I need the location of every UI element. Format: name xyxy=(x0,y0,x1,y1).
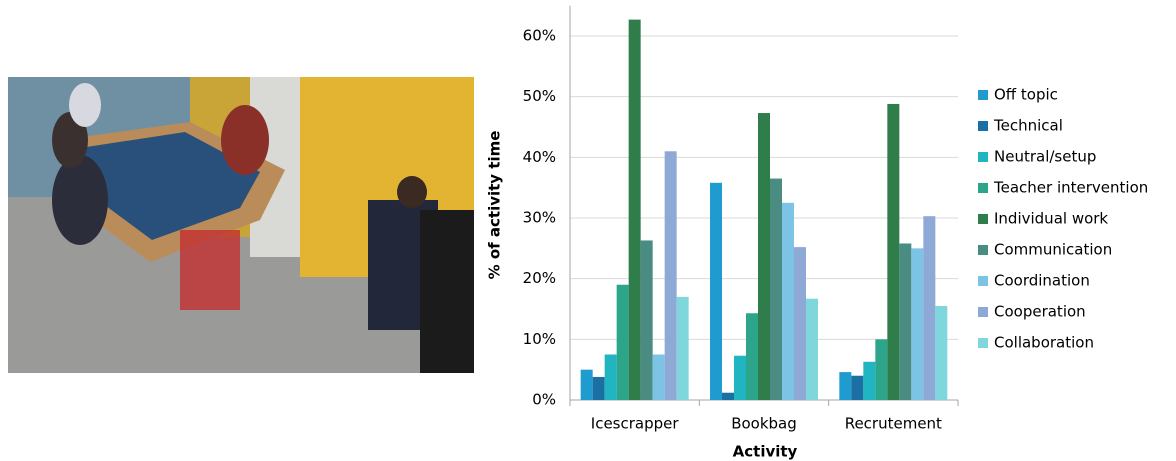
bar xyxy=(604,354,617,400)
bar xyxy=(839,372,852,400)
bar xyxy=(806,298,818,400)
plot-area: 0% 10% 20% 30% 40% 50% 60% Icescrapper Bookbag Re… xyxy=(523,5,1148,433)
x-tick-label: Recrutement xyxy=(845,415,942,433)
legend-swatch xyxy=(978,245,988,255)
y-tick-label: 20% xyxy=(523,269,556,287)
bar xyxy=(664,151,677,400)
bar xyxy=(875,339,888,400)
legend-swatch xyxy=(978,276,988,286)
legend-label: Teacher intervention xyxy=(993,179,1148,197)
bar xyxy=(640,240,653,400)
legend-swatch xyxy=(978,121,988,131)
x-axis-label: Activity xyxy=(733,443,798,461)
legend-label: Collaboration xyxy=(994,334,1094,352)
y-tick-label: 0% xyxy=(532,391,556,409)
legend-label: Coordination xyxy=(994,272,1090,290)
bar xyxy=(676,296,689,400)
bar xyxy=(758,113,770,401)
y-tick-label: 30% xyxy=(523,209,556,227)
bar xyxy=(923,216,936,400)
classroom-photo xyxy=(8,77,474,373)
bar xyxy=(911,248,924,400)
bar xyxy=(734,355,746,400)
legend-swatch xyxy=(978,338,988,348)
legend-swatch xyxy=(978,214,988,224)
bar xyxy=(863,361,876,400)
bar xyxy=(592,376,605,400)
legend-swatch xyxy=(978,307,988,317)
bar xyxy=(899,243,912,400)
legend-label: Communication xyxy=(994,241,1112,259)
bar xyxy=(770,178,782,400)
bar xyxy=(935,305,948,400)
y-tick-label: 50% xyxy=(523,87,556,105)
legend-swatch xyxy=(978,183,988,193)
legend-label: Off topic xyxy=(994,86,1058,104)
bar xyxy=(887,103,900,401)
legend-label: Neutral/setup xyxy=(994,148,1096,166)
legend-swatch xyxy=(978,152,988,162)
x-tick-label: Bookbag xyxy=(731,415,797,433)
bar xyxy=(782,202,794,400)
bar xyxy=(794,247,806,400)
bar xyxy=(710,182,722,400)
y-tick-label: 10% xyxy=(523,330,556,348)
legend-label: Technical xyxy=(993,117,1063,135)
legend-label: Individual work xyxy=(994,210,1108,228)
x-tick-label: Icescrapper xyxy=(591,415,680,433)
bar xyxy=(851,375,864,400)
bar xyxy=(746,313,758,400)
bar xyxy=(722,392,734,400)
bar xyxy=(616,284,629,400)
legend-label: Cooperation xyxy=(994,303,1086,321)
bar xyxy=(580,369,593,400)
y-tick-label: 40% xyxy=(523,148,556,166)
y-tick-label: 60% xyxy=(523,27,556,45)
legend-swatch xyxy=(978,90,988,100)
bar xyxy=(628,19,641,401)
y-axis-label: % of activity time xyxy=(486,131,504,280)
bar xyxy=(652,354,665,400)
